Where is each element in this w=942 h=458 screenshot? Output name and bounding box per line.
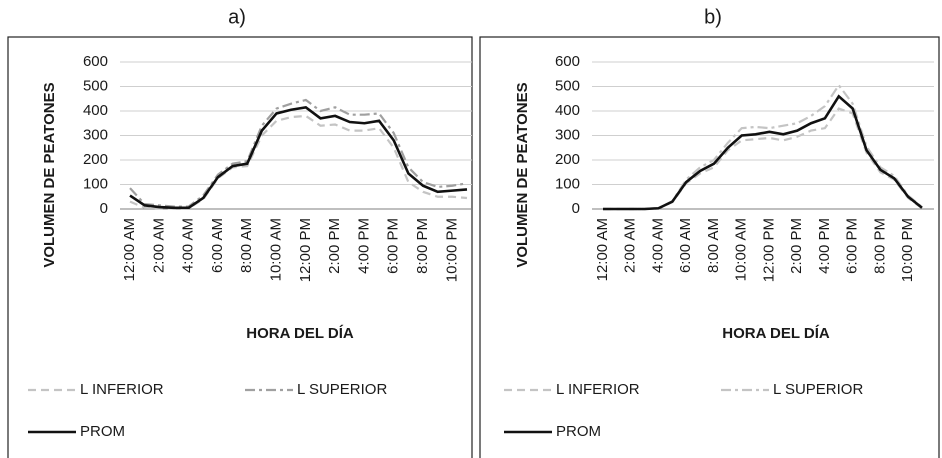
y-tick-label: 200 <box>83 151 108 168</box>
y-tick-label: 500 <box>555 77 580 94</box>
chart-title: b) <box>704 6 722 28</box>
x-tick-label: 8:00 PM <box>871 218 888 274</box>
data-line <box>603 83 923 211</box>
y-tick-label: 0 <box>572 200 580 217</box>
y-tick-label: 300 <box>555 126 580 143</box>
y-tick-label: 100 <box>83 175 108 192</box>
legend-label: L INFERIOR <box>556 381 640 398</box>
x-tick-label: 4:00 PM <box>816 218 833 274</box>
y-tick-label: 200 <box>555 151 580 168</box>
y-axis-label: VOLUMEN DE PEATONES <box>41 82 58 267</box>
chart-title: a) <box>228 6 246 28</box>
x-tick-label: 10:00 PM <box>443 218 460 282</box>
x-tick-label: 10:00 PM <box>899 218 916 282</box>
y-tick-label: 400 <box>83 102 108 119</box>
x-tick-label: 2:00 AM <box>150 218 167 273</box>
x-tick-label: 6:00 AM <box>209 218 226 273</box>
x-tick-label: 6:00 PM <box>844 218 861 274</box>
y-tick-label: 400 <box>555 102 580 119</box>
y-tick-label: 500 <box>83 77 108 94</box>
y-tick-label: 600 <box>83 53 108 70</box>
x-tick-label: 12:00 AM <box>121 218 138 281</box>
legend-label: PROM <box>80 423 125 440</box>
data-line <box>129 105 468 210</box>
y-tick-label: 100 <box>555 175 580 192</box>
x-tick-label: 8:00 AM <box>238 218 255 273</box>
x-tick-label: 4:00 AM <box>180 218 197 273</box>
legend-label: PROM <box>556 423 601 440</box>
x-tick-label: 2:00 PM <box>326 218 343 274</box>
x-tick-label: 2:00 PM <box>788 218 805 274</box>
data-line <box>129 114 468 210</box>
x-tick-label: 4:00 PM <box>355 218 372 274</box>
y-tick-label: 0 <box>100 200 108 217</box>
x-tick-label: 2:00 AM <box>622 218 639 273</box>
panel-frame <box>7 36 473 458</box>
x-tick-label: 6:00 PM <box>385 218 402 274</box>
legend-label: L SUPERIOR <box>773 381 863 398</box>
x-tick-label: 8:00 PM <box>414 218 431 274</box>
legend-label: L INFERIOR <box>80 381 164 398</box>
y-axis-label: VOLUMEN DE PEATONES <box>514 82 531 267</box>
y-tick-label: 300 <box>83 126 108 143</box>
x-tick-label: 12:00 PM <box>760 218 777 282</box>
x-tick-label: 10:00 AM <box>733 218 750 281</box>
x-tick-label: 12:00 AM <box>594 218 611 281</box>
x-axis-label: HORA DEL DÍA <box>722 325 830 342</box>
data-line <box>603 94 923 211</box>
x-tick-label: 12:00 PM <box>297 218 314 282</box>
legend-label: L SUPERIOR <box>297 381 387 398</box>
x-tick-label: 8:00 AM <box>705 218 722 273</box>
x-tick-label: 10:00 AM <box>267 218 284 281</box>
panel-frame <box>479 36 940 458</box>
y-tick-label: 600 <box>555 53 580 70</box>
x-axis-label: HORA DEL DÍA <box>246 325 354 342</box>
x-tick-label: 4:00 AM <box>649 218 666 273</box>
x-tick-label: 6:00 AM <box>677 218 694 273</box>
